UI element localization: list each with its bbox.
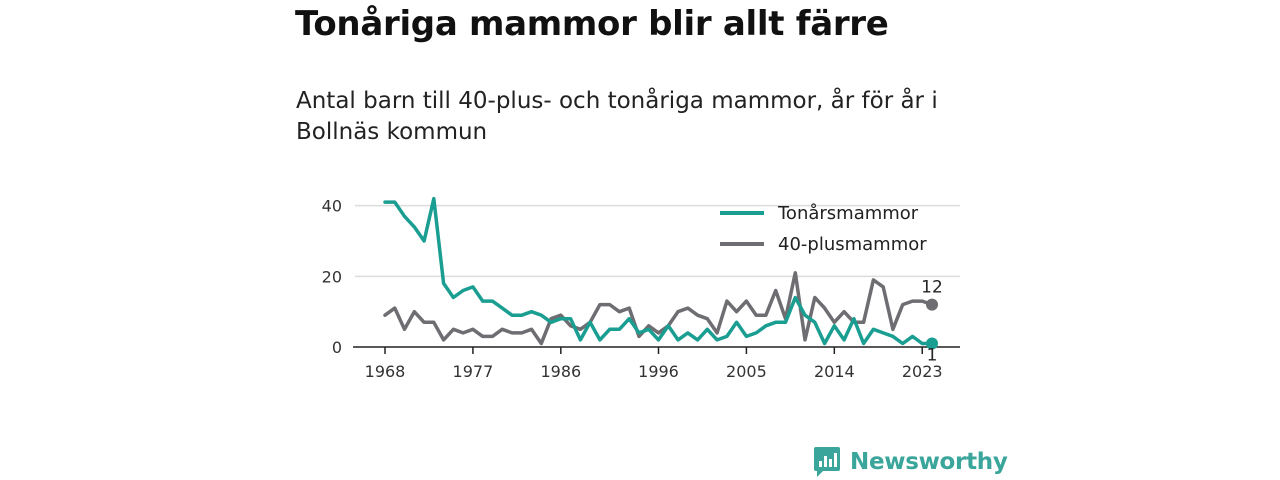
y-tick-label: 40 bbox=[322, 197, 342, 216]
x-tick-label: 2005 bbox=[726, 362, 767, 381]
legend-label: Tonårsmammor bbox=[777, 203, 919, 224]
brand-footer: Newsworthy bbox=[814, 446, 1008, 478]
legend-label: 40-plusmammor bbox=[778, 234, 927, 255]
y-tick-label: 0 bbox=[332, 338, 342, 357]
x-tick-label: 1986 bbox=[540, 362, 581, 381]
legend: Tonårsmammor 40-plusmammor bbox=[720, 203, 927, 255]
end-value-label: 1 bbox=[927, 345, 938, 365]
x-tick-label: 1977 bbox=[453, 362, 494, 381]
end-point bbox=[926, 298, 938, 311]
chart-title: Tonåriga mammor blir allt färre bbox=[295, 4, 889, 44]
x-tick-label: 2023 bbox=[902, 362, 943, 381]
series-line-40-plusmammor bbox=[383, 271, 934, 346]
chart-subtitle: Antal barn till 40-plus- och tonåriga ma… bbox=[296, 88, 938, 145]
end-point bbox=[926, 337, 938, 350]
x-axis: 0 20 40 1968 1977 1986 1996 2005 2014 2023 bbox=[322, 197, 960, 381]
end-value-label: 12 bbox=[921, 278, 943, 298]
series-lines: 1 12 bbox=[383, 196, 943, 365]
x-tick-label: 2014 bbox=[814, 362, 855, 381]
newsworthy-logo-icon bbox=[814, 447, 840, 477]
x-tick-label: 1968 bbox=[365, 362, 406, 381]
brand-name: Newsworthy bbox=[850, 449, 1008, 475]
x-tick-label: 1996 bbox=[638, 362, 679, 381]
y-tick-label: 20 bbox=[322, 267, 342, 286]
series-line-tonårsmammor bbox=[383, 196, 934, 346]
grid-lines bbox=[355, 204, 960, 278]
